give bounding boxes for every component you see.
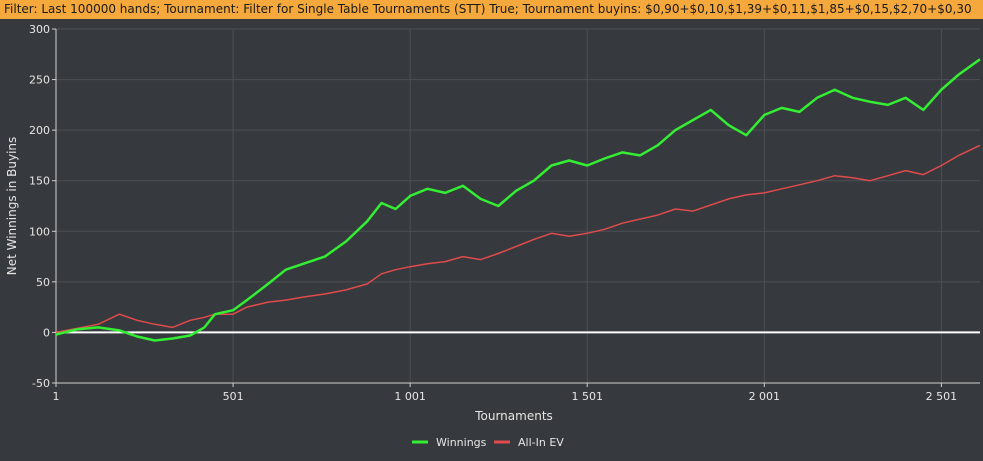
y-axis-title: Net Winnings in Buyins bbox=[5, 137, 19, 276]
x-axis-title: Tournaments bbox=[474, 409, 553, 423]
y-tick-label: 300 bbox=[29, 23, 50, 36]
x-tick-label: 1 001 bbox=[394, 390, 426, 403]
x-tick-label: 1 501 bbox=[571, 390, 603, 403]
chart-grid bbox=[55, 28, 980, 384]
legend-label-allin-ev[interactable]: All-In EV bbox=[518, 436, 564, 449]
winnings-series-line bbox=[55, 58, 981, 342]
chart-series bbox=[55, 58, 981, 342]
y-tick-label: 0 bbox=[43, 326, 50, 339]
y-tick-label: 100 bbox=[29, 225, 50, 238]
y-tick-label: 50 bbox=[36, 276, 50, 289]
x-tick-label: 1 bbox=[53, 390, 60, 403]
y-tick-label: 250 bbox=[29, 74, 50, 87]
y-tick-label: 200 bbox=[29, 124, 50, 137]
chart-legend: Winnings All-In EV bbox=[412, 436, 564, 449]
x-tick-label: 2 001 bbox=[749, 390, 781, 403]
filter-bar: Filter: Last 100000 hands; Tournament: F… bbox=[0, 0, 983, 19]
x-tick-label: 501 bbox=[223, 390, 244, 403]
allin-ev-series-line bbox=[55, 144, 981, 334]
filter-bar-text: Filter: Last 100000 hands; Tournament: F… bbox=[4, 2, 972, 16]
legend-label-winnings[interactable]: Winnings bbox=[436, 436, 487, 449]
y-tick-label: -50 bbox=[32, 377, 50, 390]
x-tick-label: 2 501 bbox=[926, 390, 958, 403]
y-tick-label: 150 bbox=[29, 175, 50, 188]
